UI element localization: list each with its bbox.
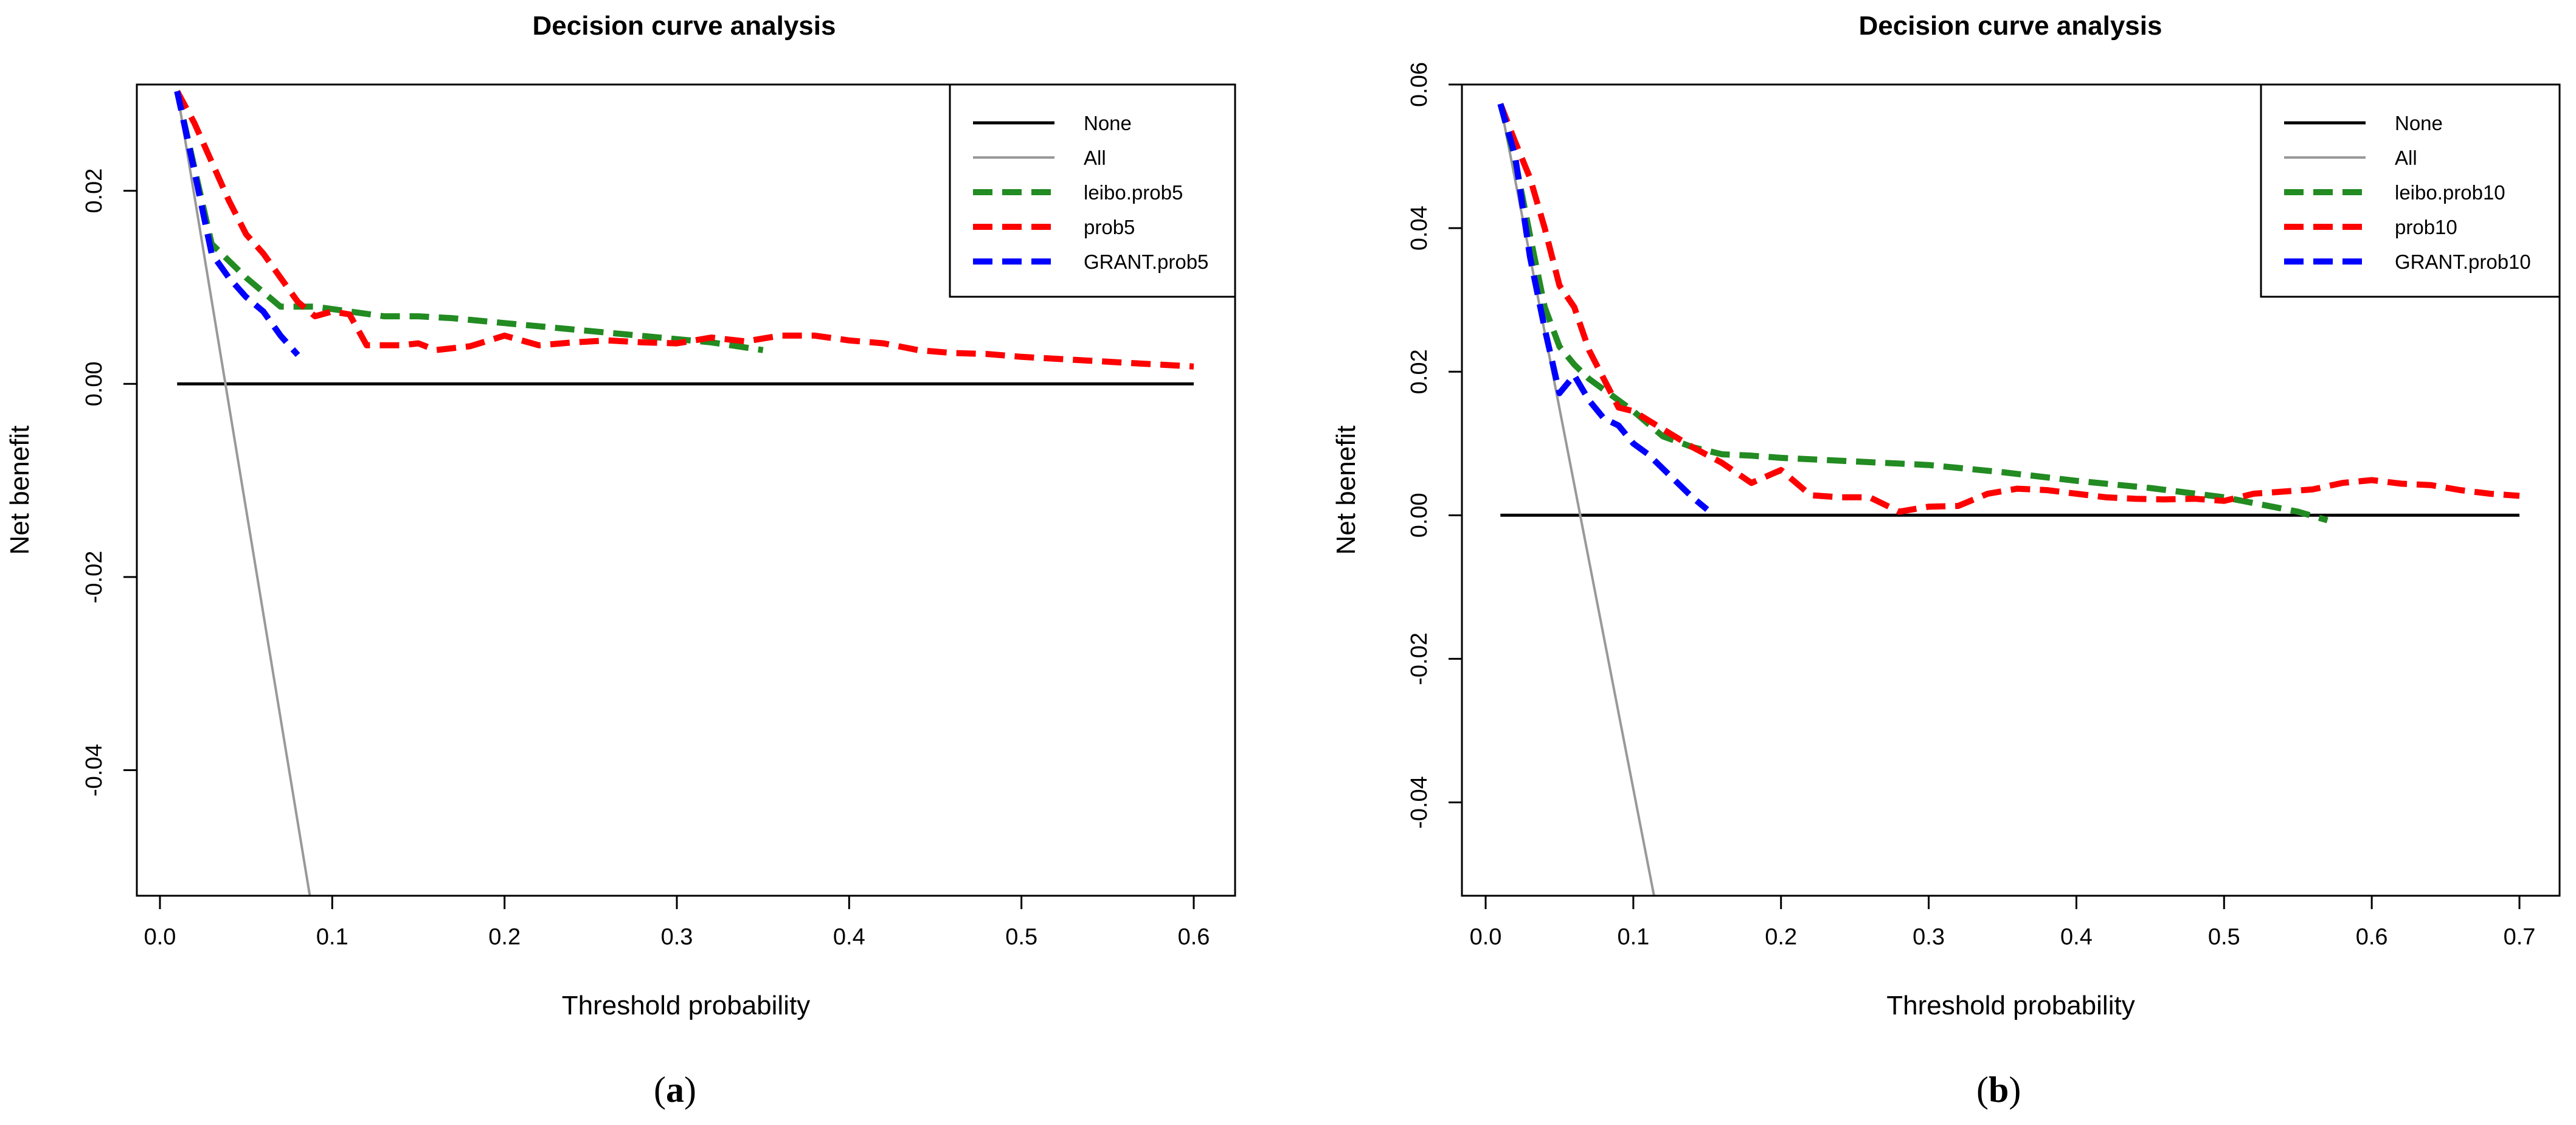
series-line-leibo-prob10	[1497, 103, 2328, 524]
caption-open: (	[654, 1070, 666, 1110]
y-axis-label: Net benefit	[5, 426, 35, 555]
series-group	[1497, 103, 2520, 896]
legend-box	[2260, 83, 2561, 298]
y-tick-label: -0.02	[81, 551, 107, 604]
caption-close: )	[2009, 1070, 2021, 1110]
series-line-grant-prob10	[1497, 103, 1709, 512]
x-tick-label: 0.5	[1005, 924, 1037, 950]
x-tick-label: 0.0	[144, 924, 176, 950]
y-tick-label: 0.06	[1407, 62, 1432, 107]
x-tick-label: 0.0	[1470, 924, 1502, 950]
series-line-all	[176, 91, 311, 896]
series-line-grant-prob5	[174, 91, 300, 358]
y-tick-label: 0.02	[81, 168, 107, 213]
series-group	[174, 89, 1194, 896]
y-tick-label: -0.04	[81, 744, 107, 797]
x-tick-label: 0.5	[2208, 924, 2240, 950]
x-tick-label: 0.1	[1617, 924, 1649, 950]
y-tick-label: -0.04	[1407, 776, 1432, 829]
legend: None All leibo.prob5 prob5 GRANT.prob5	[949, 83, 1236, 298]
legend-label: GRANT.prob5	[1084, 251, 1208, 273]
series-line-prob10	[1497, 103, 2520, 515]
series-line-leibo-prob5	[174, 90, 764, 353]
y-axis-label: Net benefit	[1331, 426, 1361, 555]
y-tick-label: -0.02	[1407, 632, 1432, 685]
panel-caption: (a)	[654, 1070, 696, 1110]
chart-title: Decision curve analysis	[533, 11, 836, 41]
caption-open: (	[1976, 1070, 1989, 1110]
legend-label: prob5	[1084, 216, 1135, 238]
y-tick-label: 0.00	[1407, 493, 1432, 538]
legend-label: None	[1084, 112, 1132, 134]
legend-label: GRANT.prob10	[2395, 251, 2531, 273]
x-tick-label: 0.4	[833, 924, 865, 950]
legend-label: leibo.prob5	[1084, 181, 1183, 204]
x-tick-label: 0.7	[2504, 924, 2536, 950]
y-axis: -0.04 -0.02 0.00 0.02 0.04 0.06	[1407, 62, 1462, 829]
y-axis: -0.04 -0.02 0.00 0.02	[81, 168, 137, 797]
plot-frame	[1461, 83, 2561, 897]
caption-close: )	[684, 1070, 696, 1110]
legend-label: None	[2395, 112, 2443, 134]
x-axis: 0.0 0.1 0.2 0.3 0.4 0.5 0.6 0.7	[1470, 896, 2536, 950]
x-tick-label: 0.6	[1178, 924, 1210, 950]
chart-title: Decision curve analysis	[1859, 11, 2162, 41]
x-tick-label: 0.6	[2356, 924, 2388, 950]
series-line-prob5	[174, 89, 1194, 370]
x-tick-label: 0.4	[2060, 924, 2093, 950]
legend-label: All	[1084, 147, 1106, 169]
y-tick-label: 0.00	[81, 361, 107, 406]
legend-label: leibo.prob10	[2395, 181, 2505, 204]
x-tick-label: 0.2	[1765, 924, 1797, 950]
x-axis-label: Threshold probability	[562, 991, 810, 1020]
x-axis: 0.0 0.1 0.2 0.3 0.4 0.5 0.6	[144, 896, 1210, 950]
panel-caption: (b)	[1976, 1070, 2021, 1110]
plot-frame	[136, 83, 1236, 897]
legend-label: prob10	[2395, 216, 2457, 238]
x-tick-label: 0.1	[316, 924, 348, 950]
legend-label: All	[2395, 147, 2417, 169]
legend: None All leibo.prob10 prob10 GRANT.prob10	[2260, 83, 2561, 298]
y-tick-label: 0.04	[1407, 206, 1432, 251]
legend-box	[949, 83, 1236, 298]
caption-letter: b	[1989, 1070, 2009, 1110]
caption-letter: a	[666, 1070, 684, 1110]
x-tick-label: 0.3	[1913, 924, 1945, 950]
x-tick-label: 0.2	[488, 924, 521, 950]
x-tick-label: 0.3	[661, 924, 693, 950]
y-tick-label: 0.02	[1407, 349, 1432, 394]
x-axis-label: Threshold probability	[1886, 991, 2135, 1020]
